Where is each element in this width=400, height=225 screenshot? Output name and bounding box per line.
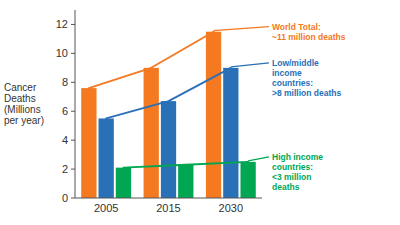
x-tick-label: 2030: [219, 202, 243, 214]
y-tick-label: 4: [62, 134, 68, 146]
y-tick-label: 10: [56, 47, 68, 59]
y-tick: [71, 198, 75, 199]
series: [99, 68, 239, 198]
x-axis-line: [75, 198, 262, 199]
bar: [240, 162, 255, 198]
y-tick: [71, 111, 75, 112]
y-tick: [71, 169, 75, 170]
trend-line: [106, 68, 231, 119]
plot-area: [81, 32, 256, 198]
series: [116, 162, 256, 198]
y-tick-label: 8: [62, 76, 68, 88]
bar: [206, 32, 221, 198]
x-tick-label: 2015: [156, 202, 180, 214]
leader-line: [248, 157, 269, 161]
bar: [178, 165, 193, 198]
y-tick-label: 6: [62, 105, 68, 117]
bar: [144, 68, 159, 198]
bar: [99, 118, 114, 198]
y-tick: [71, 24, 75, 25]
leader-line: [231, 63, 269, 67]
y-tick: [71, 53, 75, 54]
bar: [116, 168, 131, 198]
y-tick: [71, 82, 75, 83]
annotation: World Total:~11 million deaths: [272, 22, 346, 42]
annotation: Low/middleincomecountries:>8 million dea…: [272, 58, 341, 98]
series: [81, 32, 221, 198]
y-tick: [71, 140, 75, 141]
chart: 0 2 4 6 8 10 12 2005 2015 2030 CancerDeaths(Millio…: [0, 0, 400, 225]
bar: [161, 101, 176, 198]
y-axis-line: [75, 10, 76, 198]
y-tick-label: 12: [56, 18, 68, 30]
trend-line: [89, 32, 214, 88]
leader-line: [214, 27, 269, 31]
x-tick-label: 2005: [94, 202, 118, 214]
bar: [81, 88, 96, 198]
annotation: High incomecountries:<3 milliondeaths: [272, 152, 323, 192]
y-tick-label: 2: [62, 163, 68, 175]
y-axis-label: CancerDeaths(Millionsper year): [4, 82, 44, 126]
y-tick-label: 0: [62, 192, 68, 204]
bar: [223, 68, 238, 198]
trend-line: [123, 162, 248, 168]
